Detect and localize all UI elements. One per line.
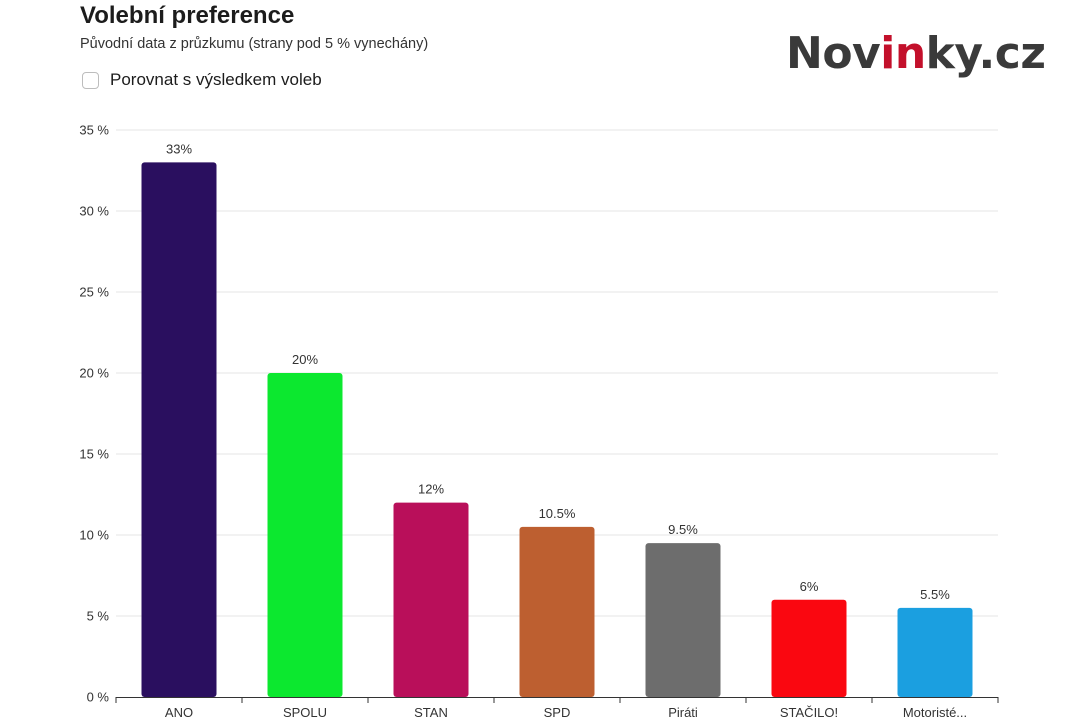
y-tick-label: 10 % <box>79 528 109 543</box>
y-tick-label: 15 % <box>79 447 109 462</box>
bar-sta-ilo- <box>771 599 847 697</box>
logo-part2: ky.cz <box>925 28 1046 79</box>
x-tick-label: STAN <box>414 705 448 720</box>
data-label: 20% <box>292 352 318 367</box>
bar-motorist- <box>897 607 973 697</box>
data-label: 12% <box>418 482 444 497</box>
x-tick-label: SPOLU <box>283 705 327 720</box>
x-tick-label: SPD <box>544 705 571 720</box>
novinky-logo: Novinky.cz <box>786 28 1046 79</box>
y-tick-label: 25 % <box>79 285 109 300</box>
data-label: 33% <box>166 141 192 156</box>
logo-accent: in <box>880 28 926 79</box>
x-tick-label: Motoristé... <box>903 705 967 720</box>
compare-checkbox[interactable] <box>82 71 99 89</box>
y-tick-label: 5 % <box>87 609 110 624</box>
data-label: 9.5% <box>668 522 698 537</box>
y-tick-label: 0 % <box>87 690 110 705</box>
compare-toggle[interactable]: Porovnat s výsledkem voleb <box>82 70 322 90</box>
bars-layer <box>141 162 973 697</box>
bar-spolu <box>267 373 343 697</box>
x-tick-label: STAČILO! <box>780 705 838 720</box>
data-label: 6% <box>800 579 819 594</box>
labels-layer: 0 % 5 % 10 % 15 % 20 % 25 % 30 % 35 % 33% ANO 20% S… <box>79 123 967 720</box>
compare-label[interactable]: Porovnat s výsledkem voleb <box>110 70 322 89</box>
grid-layer <box>115 129 999 703</box>
chart-title: Volební preference <box>80 2 295 29</box>
y-tick-label: 30 % <box>79 204 109 219</box>
bar-spd <box>519 526 595 697</box>
bar-ano <box>141 162 217 697</box>
logo-part1: Nov <box>786 28 881 79</box>
bar-pir-ti <box>645 543 721 697</box>
data-label: 10.5% <box>539 506 576 521</box>
bar-stan <box>393 502 469 697</box>
data-label: 5.5% <box>920 587 950 602</box>
chart-subtitle: Původní data z průzkumu (strany pod 5 % … <box>80 36 429 52</box>
y-tick-label: 20 % <box>79 366 109 381</box>
x-tick-label: ANO <box>165 705 193 720</box>
x-tick-label: Piráti <box>668 705 698 720</box>
y-tick-label: 35 % <box>79 123 109 138</box>
